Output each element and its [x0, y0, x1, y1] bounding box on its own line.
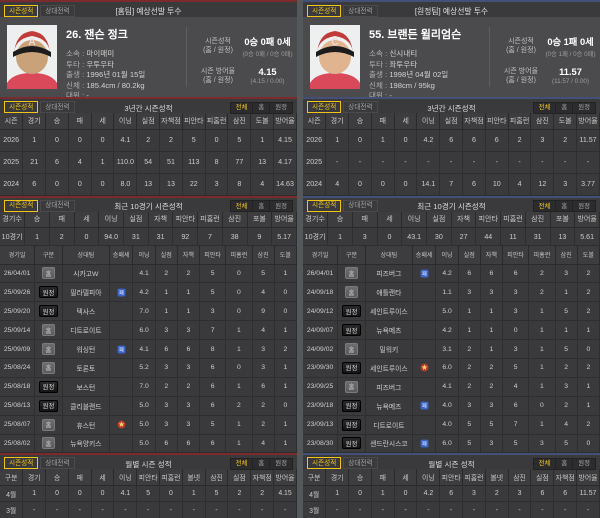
svg-text:패: 패	[119, 289, 124, 296]
svg-text:A: A	[28, 37, 35, 48]
svg-text:패: 패	[422, 403, 427, 410]
svg-text:패: 패	[422, 440, 427, 447]
svg-text:패: 패	[422, 270, 427, 277]
svg-text:패: 패	[119, 346, 124, 353]
svg-text:C: C	[331, 37, 338, 48]
